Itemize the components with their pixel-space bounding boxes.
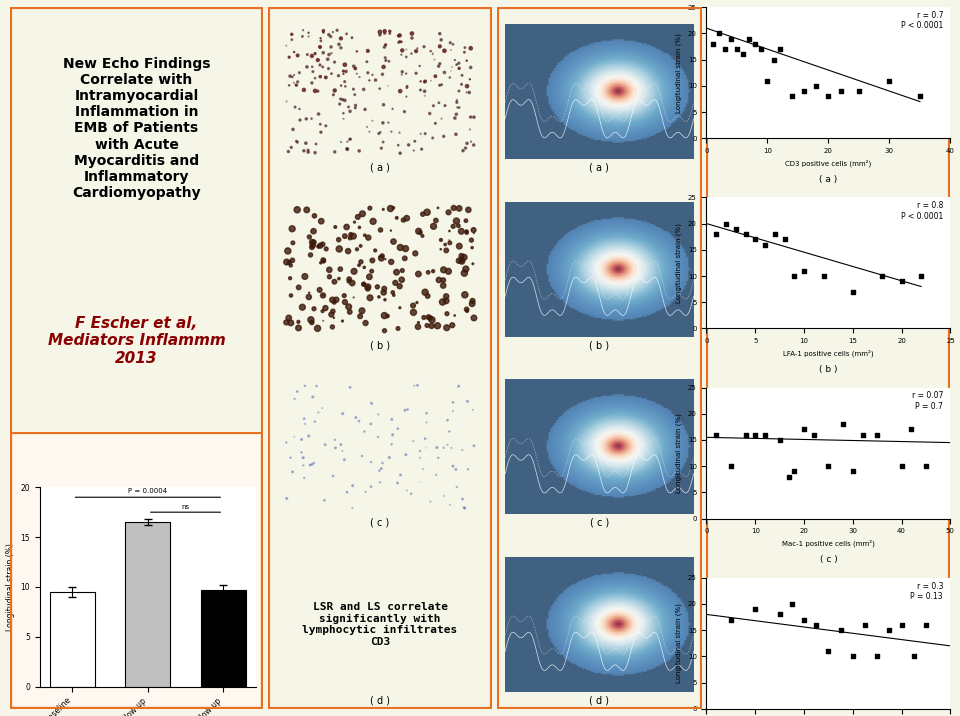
Point (806, 429, 822, 440)
Point (808, 80, 824, 92)
Text: r = 0.3
P = 0.13: r = 0.3 P = 0.13 (910, 581, 943, 601)
Text: r = 0.07
P = 0.7: r = 0.07 P = 0.7 (912, 392, 943, 411)
X-axis label: Mac-1 positive cells (mm²): Mac-1 positive cells (mm²) (782, 540, 875, 548)
Point (821, 91, 836, 102)
Text: r = 0.7
P < 0.0001: r = 0.7 P < 0.0001 (900, 11, 943, 31)
Point (870, 429, 885, 440)
Point (705, 38, 720, 49)
Point (881, 624, 897, 636)
Point (708, 228, 724, 240)
Point (833, 85, 849, 97)
Point (797, 265, 812, 276)
Point (835, 419, 851, 430)
Point (845, 286, 860, 297)
Y-axis label: Longitudinal strain (%): Longitudinal strain (%) (676, 413, 683, 493)
Point (857, 619, 873, 631)
Point (894, 276, 909, 287)
Text: ( a ): ( a ) (371, 163, 390, 173)
Point (772, 609, 787, 620)
Point (875, 271, 890, 282)
Point (718, 218, 733, 229)
Point (766, 54, 781, 65)
X-axis label: CD3 positive cells (mm²): CD3 positive cells (mm²) (785, 160, 872, 167)
Point (855, 429, 871, 440)
Point (797, 85, 812, 97)
Point (748, 233, 763, 245)
Point (723, 33, 738, 44)
Point (797, 614, 812, 625)
Point (894, 619, 909, 631)
Point (903, 424, 919, 435)
Point (833, 624, 849, 636)
Point (767, 228, 782, 240)
Point (784, 598, 800, 609)
Text: ( c ): ( c ) (820, 556, 837, 564)
Point (870, 651, 885, 662)
Text: ( a ): ( a ) (589, 163, 610, 173)
Text: r = 0.8
P < 0.0001: r = 0.8 P < 0.0001 (900, 201, 943, 221)
Point (912, 91, 927, 102)
Point (816, 271, 831, 282)
Point (723, 460, 738, 472)
Text: ( b ): ( b ) (589, 340, 610, 350)
Point (786, 465, 802, 477)
Text: ( d ): ( d ) (371, 695, 390, 705)
Point (786, 271, 802, 282)
Point (845, 651, 860, 662)
Y-axis label: Longitudinal strain (%): Longitudinal strain (%) (676, 33, 683, 112)
Point (754, 44, 769, 55)
Point (748, 429, 763, 440)
Text: New Echo Findings
Correlate with
Intramyocardial
Inflammation in
EMB of Patients: New Echo Findings Correlate with Intramy… (62, 57, 210, 200)
Point (738, 429, 754, 440)
Text: ( b ): ( b ) (370, 340, 390, 350)
Text: ( c ): ( c ) (371, 518, 390, 528)
Point (772, 44, 787, 55)
Point (748, 38, 763, 49)
Point (808, 619, 824, 631)
Point (881, 75, 897, 87)
Point (821, 645, 836, 657)
X-axis label: LFA-1 positive cells (mm²): LFA-1 positive cells (mm²) (783, 350, 874, 357)
Point (781, 471, 797, 483)
Point (852, 85, 867, 97)
Point (906, 651, 922, 662)
Point (777, 233, 792, 245)
Point (708, 429, 724, 440)
Text: F Escher et al,
Mediators Inflammm
2013: F Escher et al, Mediators Inflammm 2013 (48, 316, 226, 366)
Point (717, 44, 732, 55)
Y-axis label: Longitudinal strain (%): Longitudinal strain (%) (676, 223, 683, 303)
Point (723, 614, 738, 625)
Text: ( c ): ( c ) (589, 518, 609, 528)
Point (919, 460, 934, 472)
Point (757, 239, 773, 251)
Point (772, 434, 787, 445)
Point (784, 91, 800, 102)
Text: ( d ): ( d ) (589, 695, 610, 705)
Point (711, 28, 727, 39)
Y-axis label: Longitudinal strain (%): Longitudinal strain (%) (676, 604, 683, 683)
Text: ( a ): ( a ) (819, 175, 837, 184)
Point (748, 604, 763, 615)
Point (797, 424, 812, 435)
Point (741, 33, 756, 44)
Point (730, 44, 745, 55)
Point (914, 271, 929, 282)
Point (919, 619, 934, 631)
Point (757, 429, 773, 440)
Text: ( b ): ( b ) (819, 365, 838, 374)
Point (738, 228, 754, 240)
Point (894, 460, 909, 472)
Point (728, 223, 743, 235)
Point (735, 49, 751, 60)
Point (821, 460, 836, 472)
Point (759, 75, 775, 87)
Point (845, 465, 860, 477)
